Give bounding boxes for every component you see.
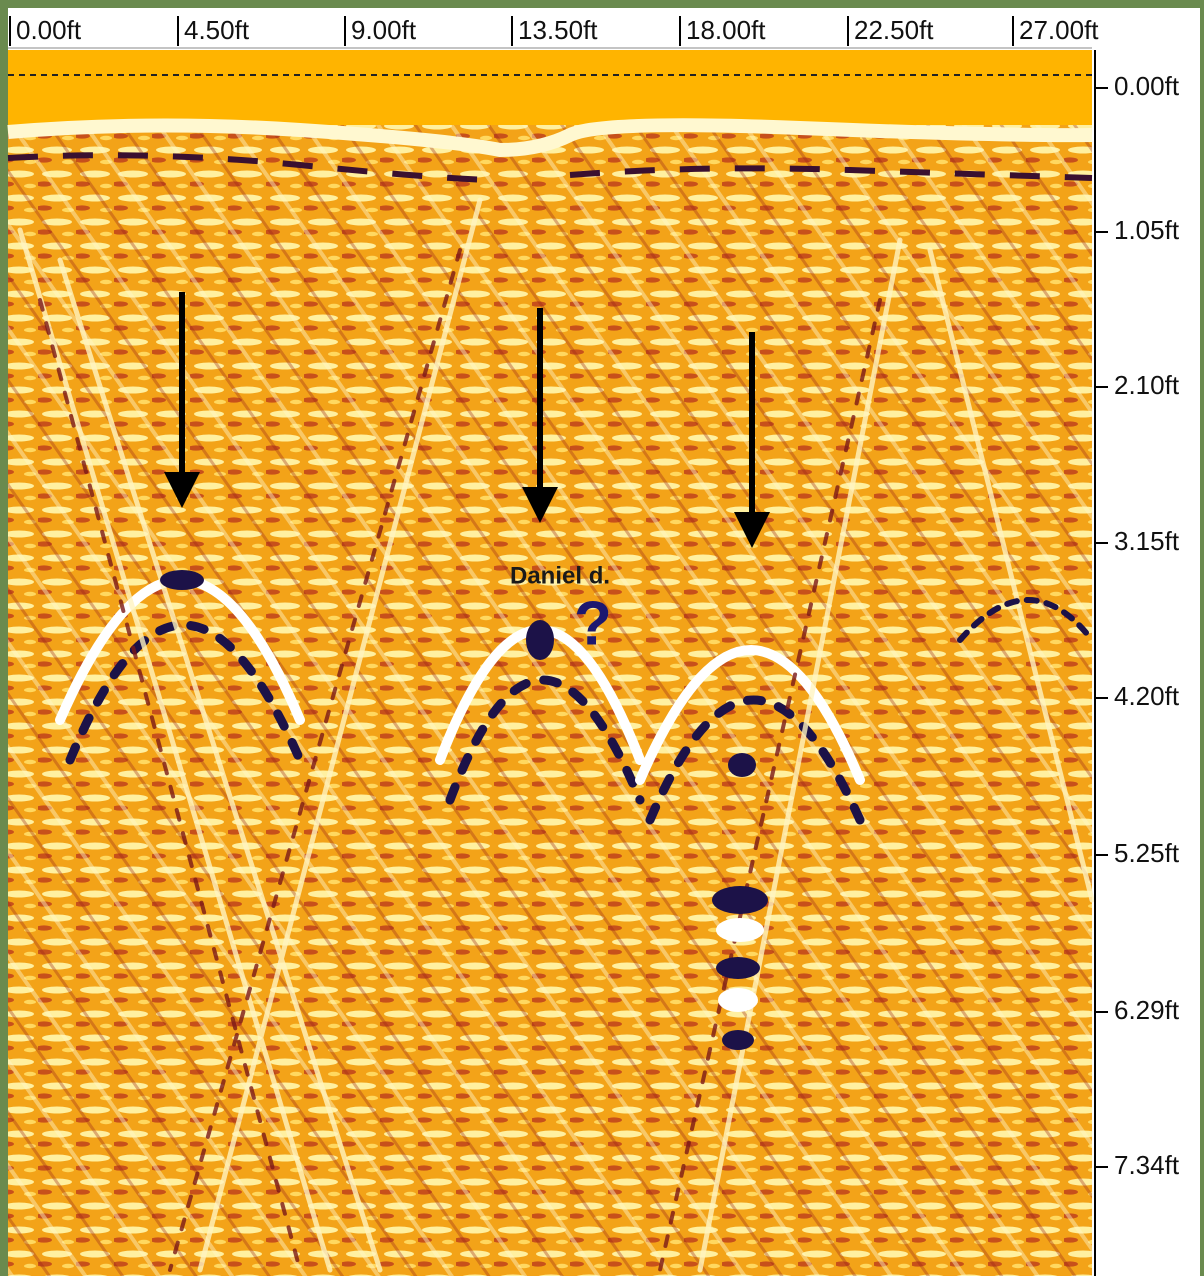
distance-label: 9.00ft bbox=[351, 15, 417, 45]
distance-label: 13.50ft bbox=[518, 15, 598, 45]
depth-label: 0.00ft bbox=[1114, 71, 1180, 101]
distance-label: 18.00ft bbox=[686, 15, 766, 45]
depth-axis: 0.00ft 1.05ft 2.10ft 3.15ft 4.20ft 5.25ft 6.29… bbox=[1094, 50, 1180, 1276]
depth-label: 1.05ft bbox=[1114, 215, 1180, 245]
distance-axis: 0.00ft 4.50ft 9.00ft 13.50ft 18.00ft 22.50ft 2… bbox=[8, 15, 1099, 49]
distance-label: 27.00ft bbox=[1019, 15, 1099, 45]
depth-label: 5.25ft bbox=[1114, 838, 1180, 868]
depth-label: 6.29ft bbox=[1114, 995, 1180, 1025]
depth-label: 7.34ft bbox=[1114, 1150, 1180, 1180]
distance-label: 4.50ft bbox=[184, 15, 250, 45]
depth-label: 2.10ft bbox=[1114, 370, 1180, 400]
depth-label: 3.15ft bbox=[1114, 526, 1180, 556]
depth-label: 4.20ft bbox=[1114, 681, 1180, 711]
annotation-arrows bbox=[164, 292, 770, 548]
annotation-mark: ? bbox=[574, 589, 612, 658]
distance-label: 22.50ft bbox=[854, 15, 934, 45]
distance-label: 0.00ft bbox=[16, 15, 82, 45]
radargram bbox=[7, 50, 1095, 1276]
annotation-name: Daniel d. bbox=[510, 562, 610, 589]
